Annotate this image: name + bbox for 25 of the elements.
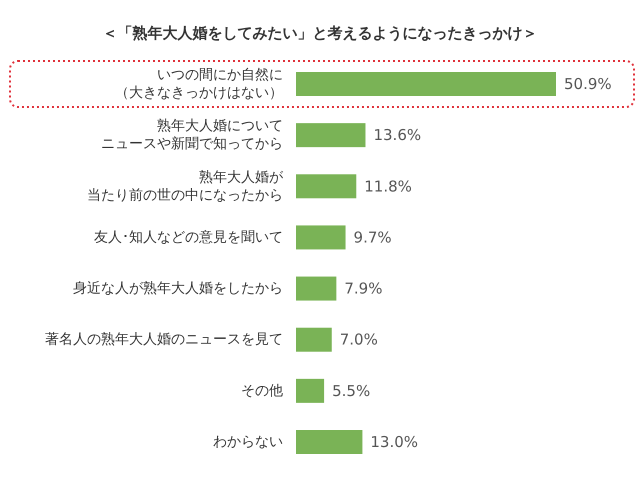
bar bbox=[296, 72, 556, 96]
y-tick-label: 著名人の熟年大人婚のニュースを見て bbox=[45, 332, 283, 348]
data-label: 9.7% bbox=[354, 228, 392, 246]
data-label: 7.0% bbox=[340, 330, 378, 349]
y-tick-label: 身近な人が熟年大人婚をしたから bbox=[73, 280, 283, 297]
data-label: 7.9% bbox=[344, 280, 382, 298]
y-tick-label: 友人･知人などの意見を聞いて bbox=[94, 229, 283, 246]
bar bbox=[296, 328, 332, 352]
bar bbox=[296, 276, 336, 301]
bar bbox=[296, 378, 324, 403]
data-label: 11.8% bbox=[364, 177, 412, 196]
data-label: 13.0% bbox=[370, 433, 418, 451]
chart-title: ＜「熟年大人婚をしてみたい」と考えるようになったきっかけ＞ bbox=[102, 24, 538, 42]
data-label: 13.6% bbox=[373, 126, 422, 144]
data-label: 5.5% bbox=[332, 382, 370, 400]
y-tick-label: いつの間にか自然に（大きなきっかけはない） bbox=[115, 67, 283, 101]
bar bbox=[296, 174, 356, 198]
y-tick-label: 熟年大人婚が当たり前の世の中になったから bbox=[87, 169, 284, 204]
bar bbox=[296, 225, 346, 250]
bar bbox=[296, 123, 366, 148]
data-label: 50.9% bbox=[564, 75, 612, 93]
y-tick-label: その他 bbox=[241, 382, 283, 399]
y-tick-label: わからない bbox=[213, 434, 283, 450]
y-tick-label: 熟年大人婚についてニュースや新聞で知ってから bbox=[101, 118, 283, 152]
bar bbox=[296, 430, 362, 454]
